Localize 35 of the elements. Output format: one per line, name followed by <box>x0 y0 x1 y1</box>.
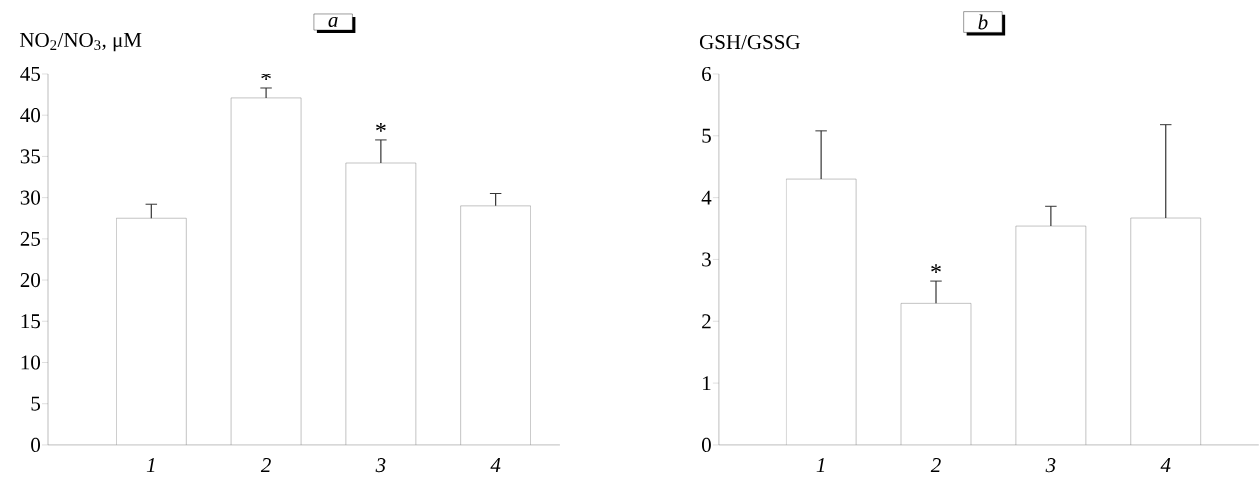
y-tick-label: 15 <box>21 314 40 329</box>
x-tick-label: 3 <box>375 458 386 473</box>
y-tick-label: 5 <box>702 128 711 143</box>
y-tick-label: 0 <box>701 437 711 452</box>
chart-title: b <box>978 14 988 30</box>
y-tick-label: 30 <box>20 190 41 205</box>
y-tick-label: 35 <box>20 149 40 164</box>
y-tick-label: 6 <box>702 66 712 81</box>
y-tick-label: 3 <box>702 252 711 267</box>
y-tick-label: 1 <box>703 376 711 390</box>
x-tick-label: 2 <box>260 458 271 472</box>
y-tick-label: 5 <box>31 396 40 411</box>
y-tick-label: 4 <box>701 190 712 205</box>
x-tick-label: 4 <box>490 458 501 472</box>
annotation: * <box>931 264 941 273</box>
y-tick-label: 20 <box>20 272 41 288</box>
y-axis-title: GSH/GSSG <box>699 34 800 50</box>
bar <box>345 162 417 445</box>
y-tick-label: 40 <box>20 108 41 123</box>
x-tick-label: 1 <box>816 458 825 472</box>
x-tick-label: 3 <box>1045 458 1056 473</box>
x-tick-label: 2 <box>930 458 941 472</box>
y-tick-label: 10 <box>21 355 41 370</box>
x-tick-label: 4 <box>1160 458 1171 472</box>
x-tick-label: 1 <box>146 458 155 472</box>
bar <box>230 97 302 445</box>
bar <box>460 205 531 445</box>
y-tick-label: 2 <box>702 314 711 329</box>
y-tick-label: 45 <box>20 66 40 81</box>
bar <box>116 217 187 445</box>
y-tick-label: 25 <box>20 231 40 246</box>
annotation: * <box>376 122 386 132</box>
y-tick-label: 0 <box>31 437 41 452</box>
chart-title: a <box>328 16 338 27</box>
y-axis-title: NO$_{2}$/NO$_{3}$, μM <box>19 32 142 52</box>
